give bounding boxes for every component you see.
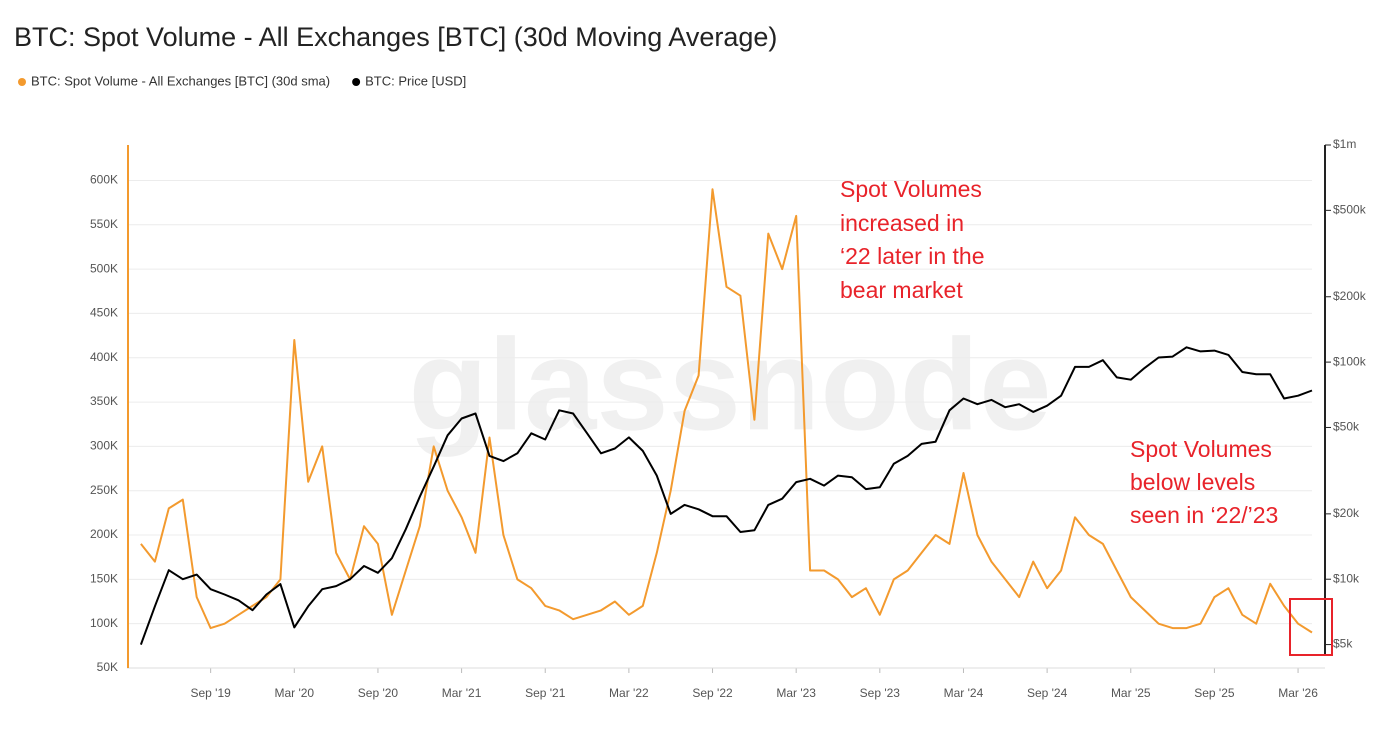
y2-tick-label: $5k — [1333, 637, 1353, 651]
x-tick-label: Sep '22 — [692, 686, 733, 700]
legend-marker — [352, 78, 361, 86]
legend-label: BTC: Price [USD] — [365, 73, 466, 88]
watermark: glassnode — [409, 311, 1052, 457]
y-tick-label: 250K — [90, 483, 118, 497]
y-tick-label: 350K — [90, 394, 118, 408]
y2-tick-label: $1m — [1333, 137, 1356, 151]
y2-tick-label: $100k — [1333, 354, 1367, 368]
annotation-line: increased in — [840, 210, 964, 236]
x-tick-label: Mar '26 — [1278, 686, 1318, 700]
annotation: Spot Volumes increased in ‘22 later in t… — [840, 176, 1278, 528]
y2-tick-label: $10k — [1333, 571, 1360, 585]
x-tick-label: Mar '25 — [1111, 686, 1151, 700]
annotation-line: Spot Volumes — [1130, 436, 1272, 462]
legend: BTC: Spot Volume - All Exchanges [BTC] (… — [18, 73, 466, 88]
annotation-line: bear market — [840, 277, 963, 303]
annotation-line: ‘22 later in the — [840, 243, 984, 269]
x-tick-label: Sep '19 — [190, 686, 231, 700]
y2-tick-label: $200k — [1333, 289, 1367, 303]
x-tick-label: Sep '23 — [860, 686, 901, 700]
x-tick-label: Mar '20 — [274, 686, 314, 700]
series-line — [139, 346, 1313, 645]
y-tick-label: 500K — [90, 261, 118, 275]
annotation-line: below levels — [1130, 469, 1255, 495]
y-tick-label: 200K — [90, 527, 118, 541]
x-tick-label: Sep '21 — [525, 686, 566, 700]
y-tick-label: 600K — [90, 173, 118, 187]
y-tick-label: 50K — [97, 660, 118, 674]
x-tick-label: Sep '24 — [1027, 686, 1068, 700]
y2-tick-label: $500k — [1333, 203, 1367, 217]
plot: 50K 100K 150K 200K 250K 300K 350K 400K 450K 500K 5… — [90, 137, 1367, 700]
annotation-line: seen in ‘22/’23 — [1130, 502, 1278, 528]
y2-tick-label: $20k — [1333, 506, 1360, 520]
y-tick-label: 450K — [90, 306, 118, 320]
highlight-box — [1289, 598, 1333, 656]
y-tick-label: 100K — [90, 616, 118, 630]
y-tick-label: 550K — [90, 217, 118, 231]
x-tick-label: Mar '23 — [776, 686, 816, 700]
y2-tick-label: $50k — [1333, 420, 1360, 434]
x-tick-label: Mar '22 — [609, 686, 649, 700]
chart-title: BTC: Spot Volume - All Exchanges [BTC] (… — [14, 22, 777, 52]
legend-marker — [18, 78, 26, 86]
series-line — [140, 188, 1313, 634]
x-tick-label: Mar '24 — [944, 686, 984, 700]
y-tick-label: 400K — [90, 350, 118, 364]
x-tick-label: Mar '21 — [442, 686, 482, 700]
y-tick-label: 300K — [90, 439, 118, 453]
legend-label: BTC: Spot Volume - All Exchanges [BTC] (… — [31, 73, 330, 88]
x-tick-label: Sep '20 — [358, 686, 399, 700]
x-tick-label: Sep '25 — [1194, 686, 1235, 700]
y-tick-label: 150K — [90, 572, 118, 586]
annotation-line: Spot Volumes — [840, 176, 982, 202]
